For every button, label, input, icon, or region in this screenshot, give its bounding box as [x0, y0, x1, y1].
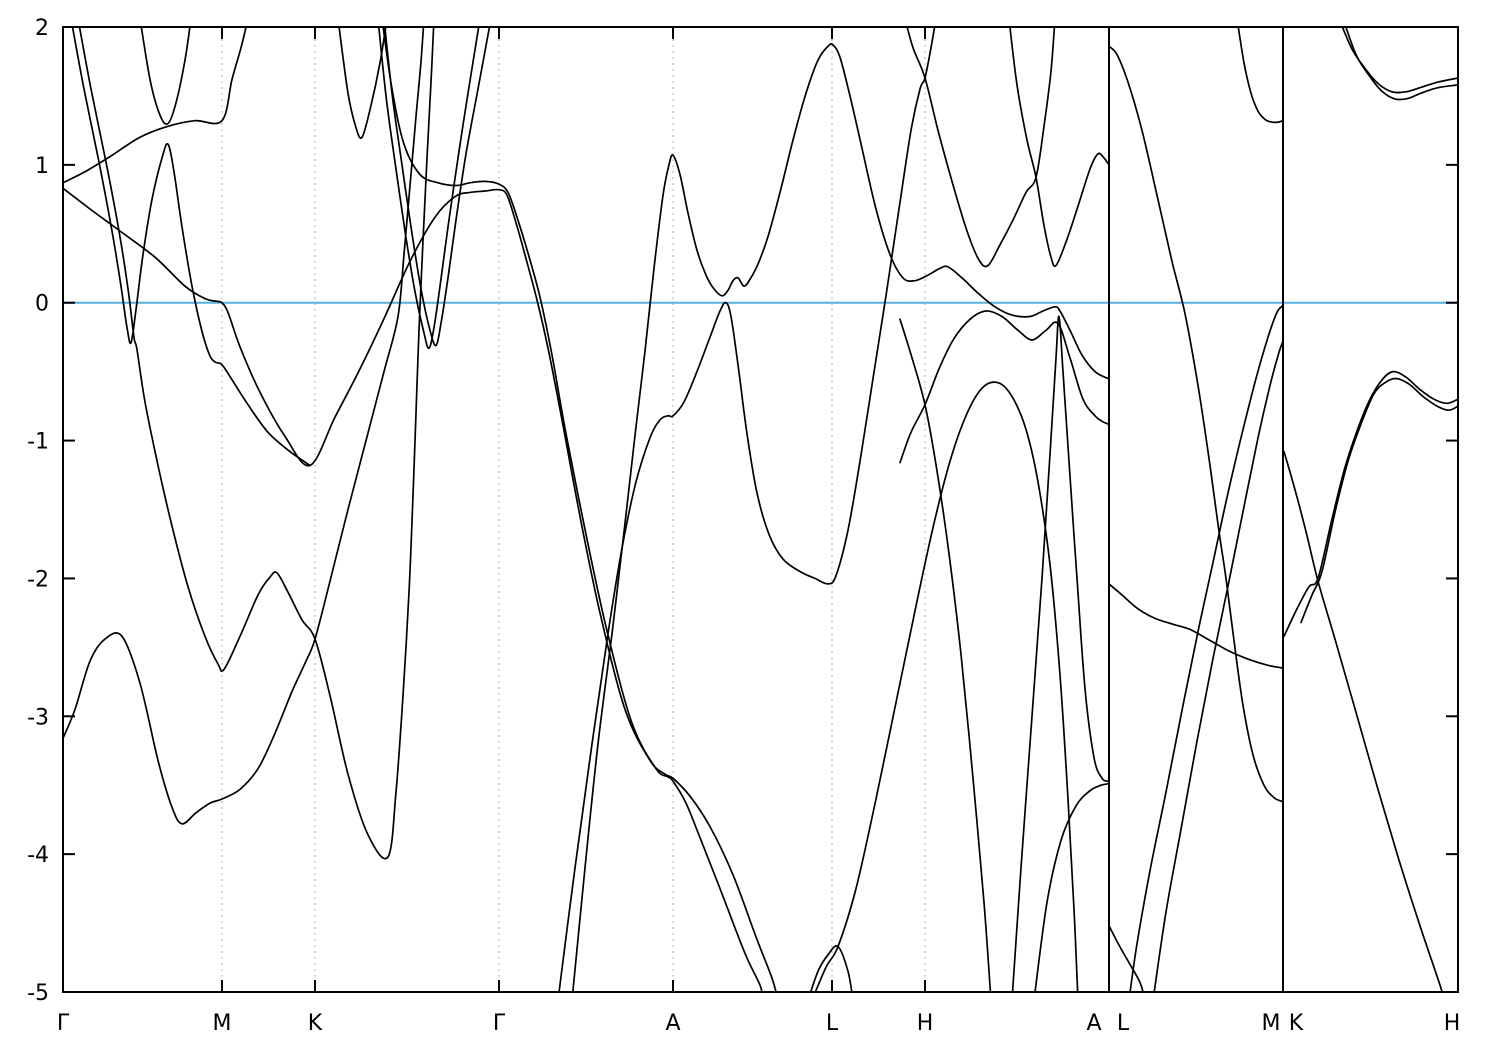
band-curve-band-06	[78, 27, 435, 860]
band-curve-band-19	[814, 381, 1079, 992]
band-curve-band-22	[1237, 27, 1284, 124]
band-curve-band-21	[1108, 45, 1284, 803]
band-curve-band-04	[140, 27, 191, 125]
band-curve-band-28	[1344, 27, 1458, 101]
y-axis-label: -2	[27, 567, 49, 592]
y-axis-label: -5	[27, 981, 49, 1006]
y-axis-label: -3	[27, 705, 49, 730]
band-curve-band-26	[1108, 924, 1144, 992]
band-curve-band-17	[1011, 315, 1109, 992]
band-curve-band-14	[1009, 27, 1109, 268]
y-axis-label: 2	[35, 16, 49, 41]
y-axis-label: 1	[35, 154, 49, 179]
x-axis-label-L: L	[826, 1011, 839, 1036]
y-axis-labels: 2 1 0 -1 -2 -3 -4 -5	[27, 16, 49, 1006]
x-axis-label-K: K	[1289, 1011, 1304, 1036]
band-curve-band-07	[63, 27, 425, 825]
band-curve-band-08	[338, 27, 387, 139]
band-curve-band-16	[899, 310, 1109, 464]
x-axis-label-A: A	[1086, 1011, 1101, 1036]
x-axis-label-K: K	[308, 1011, 323, 1036]
band-curve-band-02	[63, 187, 777, 992]
x-axis-label-M: M	[213, 1011, 232, 1036]
band-curve-band-24	[1153, 340, 1284, 992]
plot-border	[62, 26, 1459, 993]
y-axis-label: -1	[27, 430, 49, 455]
band-curve-band-12	[558, 27, 936, 992]
x-axis-label-L: L	[1117, 1011, 1130, 1036]
band-curve-band-10	[384, 27, 491, 347]
band-group	[63, 27, 1458, 992]
band-curve-band-30	[1300, 377, 1458, 624]
x-axis-label-H: H	[917, 1011, 934, 1036]
band-curve-band-23	[1129, 304, 1284, 992]
band-curve-band-25	[1108, 583, 1284, 669]
y-axis-label: -4	[27, 843, 49, 868]
band-curve-band-20	[809, 945, 853, 992]
band-curve-band-03	[382, 27, 763, 992]
band-curve-band-13	[906, 27, 1056, 268]
band-curve-band-31	[1283, 450, 1443, 992]
band-curve-band-09	[377, 27, 480, 350]
tick-group	[63, 26, 1458, 993]
band-curve-band-11	[571, 43, 1109, 992]
band-curve-band-18	[1034, 782, 1109, 992]
band-curve-band-29	[1283, 370, 1458, 638]
band-curve-band-15	[899, 318, 992, 992]
x-axis-label-A: A	[665, 1011, 680, 1036]
x-axis-label-Γ: Γ	[493, 1011, 506, 1036]
x-axis-label-Γ: Γ	[57, 1011, 70, 1036]
x-axis-label-M: M	[1262, 1011, 1281, 1036]
y-axis-label: 0	[35, 292, 49, 317]
band-curve-band-01	[63, 27, 247, 184]
band-curve-band-05	[71, 27, 311, 467]
x-axis-label-H: H	[1444, 1011, 1461, 1036]
